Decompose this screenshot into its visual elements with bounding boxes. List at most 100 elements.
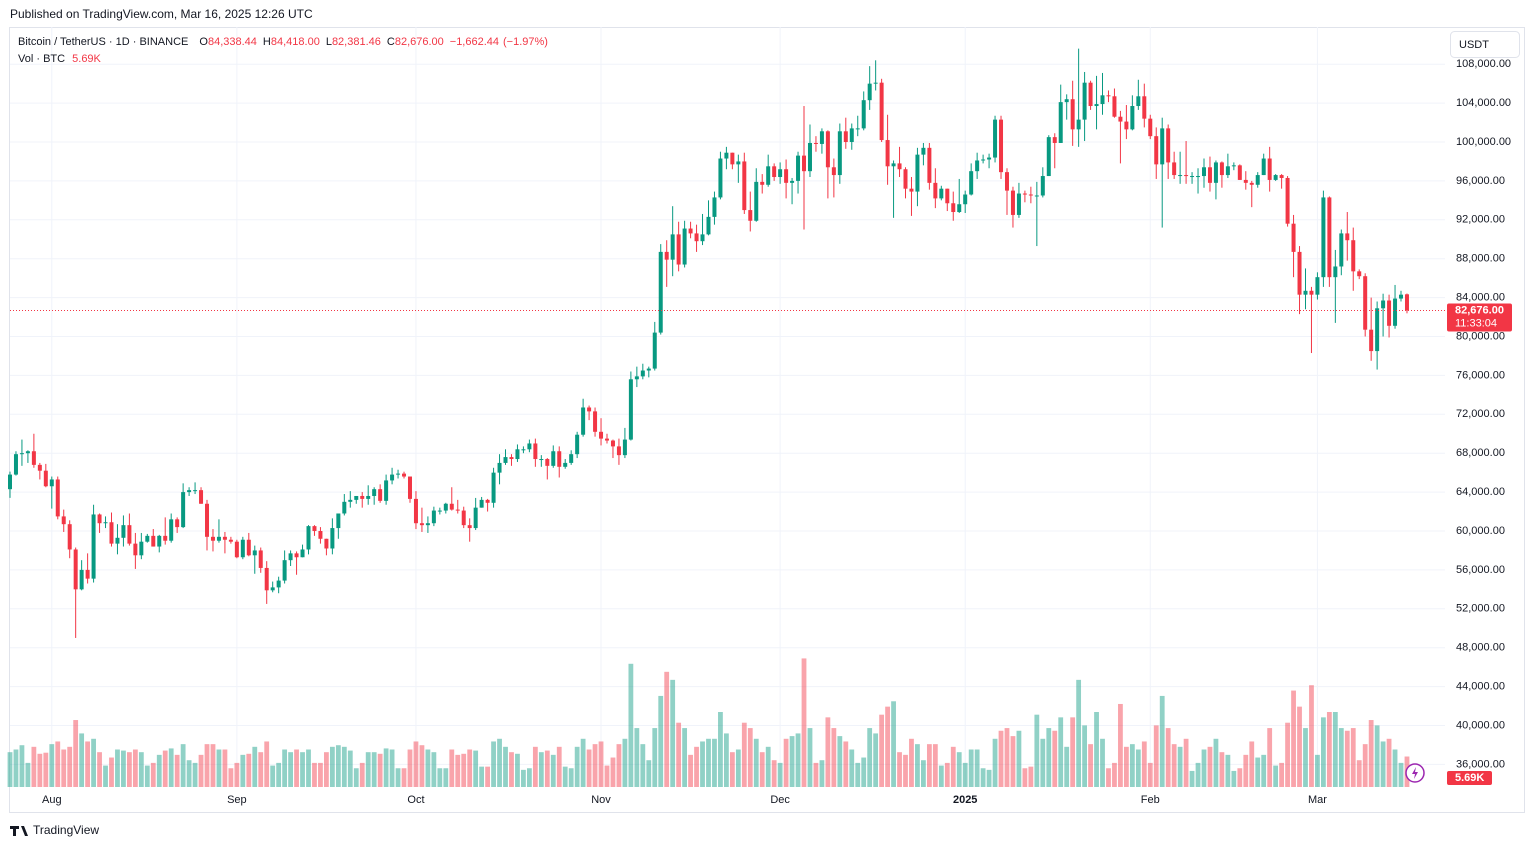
candle-body <box>682 228 687 265</box>
volume-bar <box>1010 736 1016 787</box>
candle-body <box>1184 175 1189 177</box>
candle-body <box>605 438 609 441</box>
volume-bar <box>526 768 532 787</box>
candle-body <box>676 234 681 265</box>
volume-bar <box>825 717 831 787</box>
volume-tag-value: 5.69K <box>1455 772 1484 784</box>
candle-body <box>1172 162 1177 176</box>
volume-bar <box>682 728 688 787</box>
x-tick-label: Sep <box>227 794 247 806</box>
candle-body <box>993 119 998 158</box>
volume-bar <box>121 750 126 787</box>
volume-bar <box>926 744 932 787</box>
volume-bar <box>813 762 819 787</box>
volume-bar <box>1285 722 1290 787</box>
candle-body <box>43 470 48 487</box>
x-tick-label: 2025 <box>953 794 977 806</box>
change-pct: (−1.97%) <box>503 36 548 48</box>
volume-bar <box>1100 738 1105 787</box>
candle-body <box>819 131 824 144</box>
candle-body <box>754 181 759 221</box>
volume-bar <box>1338 728 1344 787</box>
volume-bar <box>765 746 771 787</box>
y-tick-label: 52,000.00 <box>1456 603 1505 615</box>
candle-body <box>216 536 221 541</box>
volume-bar <box>1249 741 1255 787</box>
volume-bar <box>694 746 699 787</box>
volume-bar <box>855 762 861 787</box>
candle-body <box>987 157 992 160</box>
candle-body <box>575 434 580 455</box>
currency-button[interactable] <box>1450 31 1520 58</box>
currency-label[interactable]: USDT <box>1459 39 1489 51</box>
candle-body <box>843 131 848 142</box>
candle-body <box>1106 95 1111 97</box>
volume-bar <box>1350 728 1356 787</box>
candle-body <box>1333 266 1338 278</box>
price-tag-value: 82,676.00 <box>1455 304 1504 316</box>
volume-bar <box>1326 712 1332 787</box>
candle-body <box>712 197 717 217</box>
candle-body <box>957 204 962 213</box>
volume-bar <box>1147 762 1153 787</box>
volume-bar <box>1386 738 1392 787</box>
candle-body <box>873 82 878 84</box>
volume-bar <box>132 749 138 787</box>
x-tick-label: Mar <box>1308 794 1327 806</box>
volume-bar <box>759 752 765 787</box>
volume-bar <box>67 746 73 787</box>
candle-body <box>8 474 12 490</box>
volume-bar <box>401 768 407 787</box>
candle-body <box>1046 137 1051 177</box>
candle-body <box>891 163 896 167</box>
candle-body <box>515 449 520 460</box>
candle-body <box>748 210 753 221</box>
candle-body <box>431 510 436 524</box>
volume-bar <box>127 752 132 787</box>
candle-body <box>330 528 335 549</box>
volume-bar <box>532 746 538 787</box>
volume-bar <box>252 746 258 787</box>
volume-bar <box>538 752 544 787</box>
volume-bar <box>592 744 598 787</box>
volume-bar <box>867 728 873 787</box>
candle-body <box>760 181 765 185</box>
candle-body <box>252 550 257 556</box>
candle-body <box>1016 193 1021 215</box>
volume-bar <box>288 752 293 787</box>
candle-body <box>563 462 568 467</box>
volume-bar <box>1291 690 1296 787</box>
volume-bar <box>1237 768 1243 787</box>
candle-body <box>796 155 801 181</box>
volume-bar <box>1070 717 1076 787</box>
legend-key: H <box>263 36 271 48</box>
candle-body <box>1094 104 1099 107</box>
candle-body <box>999 119 1004 173</box>
volume-bar <box>234 762 240 787</box>
volume-bar <box>873 733 879 787</box>
volume-bar <box>885 706 890 787</box>
volume-bar <box>37 753 43 787</box>
candle-body <box>766 166 771 185</box>
volume-bar <box>795 733 801 787</box>
candle-body <box>67 524 72 550</box>
volume-bar <box>640 744 646 787</box>
volume-bar <box>1082 725 1087 787</box>
candle-body <box>348 499 353 502</box>
volume-bar <box>1255 757 1261 787</box>
candle-body <box>921 147 926 155</box>
candle-body <box>390 474 395 481</box>
candle-body <box>736 161 741 165</box>
candle-body <box>742 161 747 211</box>
volume-bar <box>31 746 37 787</box>
volume-bar <box>1207 746 1213 787</box>
candle-body <box>342 501 347 514</box>
volume-bar <box>688 754 693 787</box>
candle-body <box>1393 298 1398 326</box>
candle-body <box>425 523 430 526</box>
candle-body <box>658 251 663 333</box>
volume-bar <box>204 744 210 787</box>
candle-body <box>85 569 90 579</box>
volume-bar <box>741 722 747 787</box>
candle-body <box>270 587 275 591</box>
